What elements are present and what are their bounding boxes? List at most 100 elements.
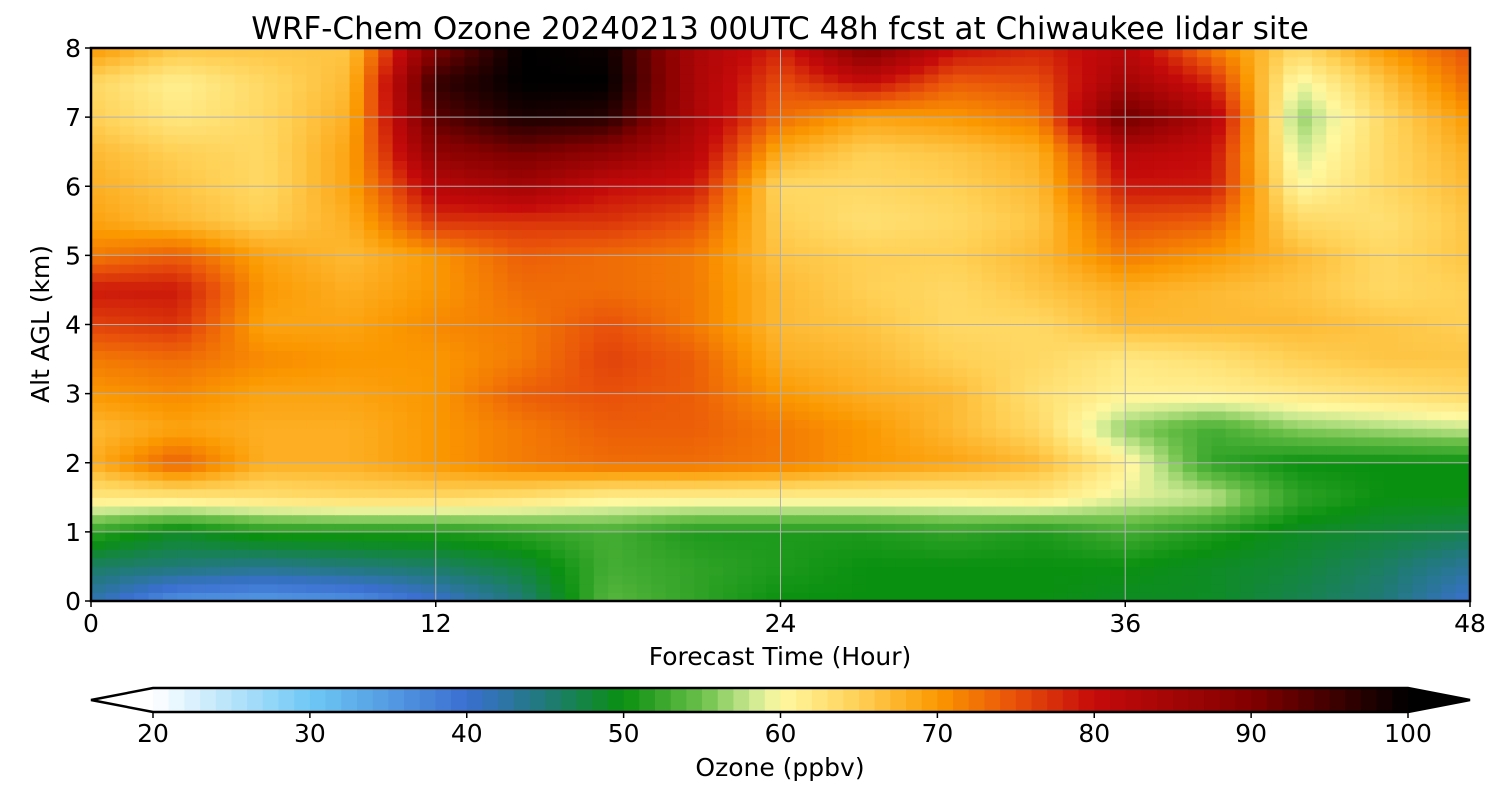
heatmap-cell: [1297, 410, 1313, 421]
heatmap-cell: [723, 419, 738, 429]
heatmap-cell: [924, 471, 940, 481]
heatmap-cell: [349, 428, 365, 438]
heatmap-cell: [837, 359, 853, 369]
heatmap-cell: [521, 549, 537, 559]
heatmap-cell: [794, 531, 810, 542]
heatmap-cell: [809, 324, 825, 334]
heatmap-cell: [464, 505, 480, 516]
heatmap-cell: [1311, 410, 1327, 421]
heatmap-cell: [1182, 229, 1198, 239]
heatmap-cell: [1326, 583, 1342, 593]
heatmap-cell: [952, 549, 968, 559]
heatmap-cell: [1297, 212, 1313, 222]
heatmap-cell: [694, 480, 710, 490]
heatmap-cell: [981, 212, 997, 222]
heatmap-cell: [464, 566, 480, 576]
heatmap-cell: [320, 177, 336, 187]
heatmap-cell: [952, 428, 968, 438]
heatmap-cell: [1355, 160, 1371, 170]
heatmap-cell: [450, 272, 466, 282]
heatmap-cell: [636, 307, 652, 317]
heatmap-cell: [1096, 281, 1112, 291]
heatmap-cell: [234, 549, 250, 559]
heatmap-cell: [1326, 281, 1342, 291]
heatmap-cell: [622, 531, 638, 542]
heatmap-cell: [1240, 454, 1256, 464]
heatmap-cell: [837, 566, 853, 576]
heatmap-cell: [1383, 488, 1399, 498]
heatmap-cell: [794, 376, 810, 386]
heatmap-cell: [105, 203, 121, 213]
heatmap-cell: [723, 203, 738, 213]
heatmap-cell: [249, 410, 264, 421]
heatmap-cell: [1053, 410, 1069, 421]
heatmap-cell: [1311, 488, 1327, 498]
heatmap-cell: [1096, 454, 1112, 464]
heatmap-cell: [636, 264, 652, 274]
heatmap-cell: [1441, 514, 1457, 524]
heatmap-cell: [895, 480, 911, 490]
heatmap-cell: [694, 488, 710, 498]
heatmap-cell: [91, 168, 106, 179]
heatmap-cell: [1082, 462, 1098, 472]
heatmap-cell: [1340, 514, 1356, 524]
heatmap-cell: [1024, 229, 1040, 239]
heatmap-cell: [665, 523, 681, 533]
heatmap-cell: [608, 575, 624, 585]
heatmap-cell: [1355, 281, 1371, 291]
heatmap-cell: [766, 324, 782, 334]
heatmap-cell: [392, 307, 408, 317]
heatmap-cell: [1398, 315, 1414, 326]
heatmap-cell: [263, 480, 279, 490]
heatmap-cell: [335, 480, 351, 490]
heatmap-cell: [1240, 186, 1256, 196]
heatmap-cell: [407, 194, 422, 205]
heatmap-cell: [780, 419, 796, 429]
heatmap-cell: [148, 583, 164, 593]
heatmap-cell: [565, 514, 580, 524]
heatmap-cell: [1153, 592, 1169, 601]
heatmap-cell: [981, 419, 997, 429]
heatmap-cell: [852, 350, 868, 360]
heatmap-cell: [679, 359, 695, 369]
heatmap-cell: [708, 203, 724, 213]
heatmap-cell: [967, 583, 983, 593]
heatmap-cell: [1053, 298, 1069, 308]
heatmap-cell: [277, 229, 293, 239]
heatmap-cell: [881, 384, 897, 395]
heatmap-cell: [392, 350, 408, 360]
heatmap-cell: [119, 523, 135, 533]
heatmap-cell: [679, 367, 695, 377]
heatmap-cell: [1067, 436, 1083, 447]
heatmap-cell: [895, 324, 911, 334]
heatmap-cell: [881, 540, 897, 550]
heatmap-cell: [349, 497, 365, 507]
heatmap-cell: [205, 177, 221, 187]
heatmap-cell: [263, 341, 279, 352]
heatmap-cell: [1082, 505, 1098, 516]
heatmap-cell: [895, 402, 911, 412]
heatmap-cell: [1355, 557, 1371, 568]
heatmap-cell: [895, 454, 911, 464]
heatmap-cell: [191, 540, 207, 550]
heatmap-cell: [1455, 566, 1470, 576]
heatmap-cell: [191, 471, 207, 481]
heatmap-cell: [1053, 212, 1069, 222]
heatmap-cell: [924, 583, 940, 593]
heatmap-cell: [119, 143, 135, 153]
heatmap-cell: [737, 505, 753, 516]
heatmap-cell: [1383, 480, 1399, 490]
heatmap-cell: [679, 428, 695, 438]
heatmap-cell: [91, 384, 106, 395]
heatmap-cell: [622, 514, 638, 524]
heatmap-cell: [981, 229, 997, 239]
heatmap-cell: [392, 229, 408, 239]
heatmap-cell: [162, 272, 178, 282]
heatmap-cell: [967, 367, 983, 377]
heatmap-cell: [1010, 168, 1026, 179]
heatmap-cell: [1197, 177, 1213, 187]
heatmap-cell: [895, 289, 911, 300]
heatmap-cell: [651, 480, 667, 490]
heatmap-cell: [335, 583, 351, 593]
heatmap-cell: [593, 523, 609, 533]
